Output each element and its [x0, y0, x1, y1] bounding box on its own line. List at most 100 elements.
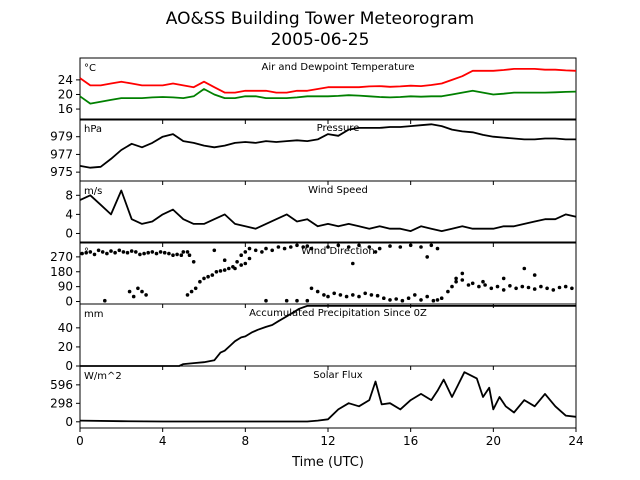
- wind-direction-point: [88, 250, 93, 254]
- panel-2: 0 4 8 m/s Wind Speed: [65, 180, 577, 247]
- wind-direction-point: [315, 289, 320, 294]
- panel-5: 0 298 596 W/m^2 Solar Flux: [50, 365, 577, 432]
- wind-direction-point: [121, 250, 126, 254]
- wind-direction-point: [309, 246, 314, 251]
- figure-title: AO&SS Building Tower Meteorogram: [166, 9, 474, 29]
- wind-direction-point: [309, 286, 314, 291]
- wind-direction-point: [431, 298, 436, 303]
- wind-direction-point: [526, 285, 531, 290]
- wind-direction-point: [419, 245, 423, 249]
- wind-direction-point: [346, 245, 351, 249]
- y-tick-label: 20: [58, 340, 73, 354]
- wind-direction-point: [557, 285, 562, 290]
- wind-direction-point: [222, 258, 227, 263]
- wind-direction-point: [142, 251, 146, 256]
- wind-direction-point: [388, 244, 392, 248]
- wind-direction-point: [545, 286, 549, 291]
- wind-direction-point: [222, 268, 227, 272]
- wind-direction-point: [260, 250, 264, 254]
- wind-direction-point: [357, 243, 361, 248]
- wind-direction-point: [181, 250, 186, 254]
- wind-direction-point: [344, 294, 349, 299]
- panel-title: Wind Speed: [308, 185, 368, 196]
- series-line-0: [80, 304, 576, 367]
- series-line-0: [79, 189, 577, 233]
- wind-direction-point: [460, 278, 465, 282]
- wind-direction-point: [264, 246, 268, 251]
- y-tick-label: 975: [50, 165, 73, 179]
- wind-direction-point: [439, 296, 444, 301]
- wind-direction-point: [326, 245, 330, 249]
- wind-direction-point: [134, 250, 138, 254]
- wind-direction-point: [435, 298, 440, 302]
- wind-direction-point: [295, 243, 299, 248]
- panel-title: Pressure: [317, 123, 360, 134]
- wind-direction-point: [243, 261, 248, 266]
- wind-direction-point: [231, 265, 235, 269]
- wind-direction-point: [400, 298, 405, 303]
- panel-unit-label: hPa: [84, 124, 102, 135]
- y-tick-label: 40: [58, 321, 73, 335]
- wind-direction-point: [363, 291, 368, 296]
- wind-direction-point: [570, 286, 574, 291]
- wind-direction-point: [140, 289, 144, 294]
- panel-title: Air and Dewpoint Temperature: [262, 62, 415, 73]
- figure-subtitle: 2005-06-25: [271, 30, 370, 50]
- y-tick-label: 0: [65, 226, 73, 240]
- wind-direction-point: [144, 293, 148, 297]
- wind-direction-point: [305, 244, 310, 248]
- wind-direction-point: [202, 276, 206, 281]
- wind-direction-point: [131, 294, 136, 299]
- panel-title: Accumulated Precipitation Since 0Z: [249, 308, 427, 319]
- wind-direction-point: [96, 248, 101, 253]
- x-tick-label: 16: [403, 434, 418, 448]
- wind-direction-point: [367, 245, 372, 249]
- x-axis: 0 4 8 12 16 20 24: [76, 434, 583, 448]
- wind-direction-point: [276, 245, 281, 249]
- wind-direction-point: [369, 293, 374, 297]
- wind-direction-point: [466, 283, 471, 287]
- y-tick-label: 90: [58, 280, 73, 294]
- panel-title: Wind Direction: [301, 246, 375, 257]
- wind-direction-point: [435, 246, 440, 251]
- wind-direction-point: [532, 273, 537, 277]
- wind-direction-point: [501, 276, 506, 281]
- x-tick-label: 0: [76, 434, 84, 448]
- wind-direction-point: [138, 252, 142, 257]
- panel-unit-label: °C: [84, 63, 96, 74]
- wind-direction-point: [158, 250, 163, 254]
- wind-direction-point: [146, 250, 150, 255]
- wind-direction-point: [175, 252, 179, 257]
- y-tick-label: 8: [65, 188, 73, 202]
- y-tick-label: 977: [50, 147, 73, 161]
- wind-direction-point: [113, 250, 117, 255]
- wind-direction-point: [429, 243, 434, 248]
- wind-direction-point: [179, 253, 184, 257]
- x-tick-label: 20: [486, 434, 501, 448]
- wind-direction-point: [514, 286, 518, 291]
- wind-direction-point: [247, 246, 252, 251]
- wind-direction-point: [539, 284, 543, 289]
- y-tick-label: 270: [50, 250, 73, 264]
- wind-direction-point: [446, 289, 450, 294]
- wind-direction-point: [551, 288, 556, 292]
- wind-direction-point: [247, 256, 252, 261]
- wind-direction-point: [332, 291, 337, 296]
- wind-direction-point: [470, 281, 475, 286]
- wind-direction-point: [270, 248, 275, 253]
- wind-direction-point: [210, 273, 215, 277]
- wind-direction-point: [481, 279, 485, 284]
- y-tick-label: 20: [58, 87, 73, 101]
- wind-direction-point: [520, 284, 525, 289]
- wind-direction-point: [336, 243, 341, 248]
- wind-direction-point: [419, 298, 423, 302]
- wind-direction-point: [563, 284, 568, 289]
- wind-direction-point: [495, 284, 500, 289]
- wind-direction-point: [406, 296, 411, 301]
- wind-direction-point: [80, 251, 84, 256]
- wind-direction-point: [489, 286, 494, 291]
- x-axis-label: Time (UTC): [291, 455, 364, 470]
- wind-direction-point: [508, 284, 512, 288]
